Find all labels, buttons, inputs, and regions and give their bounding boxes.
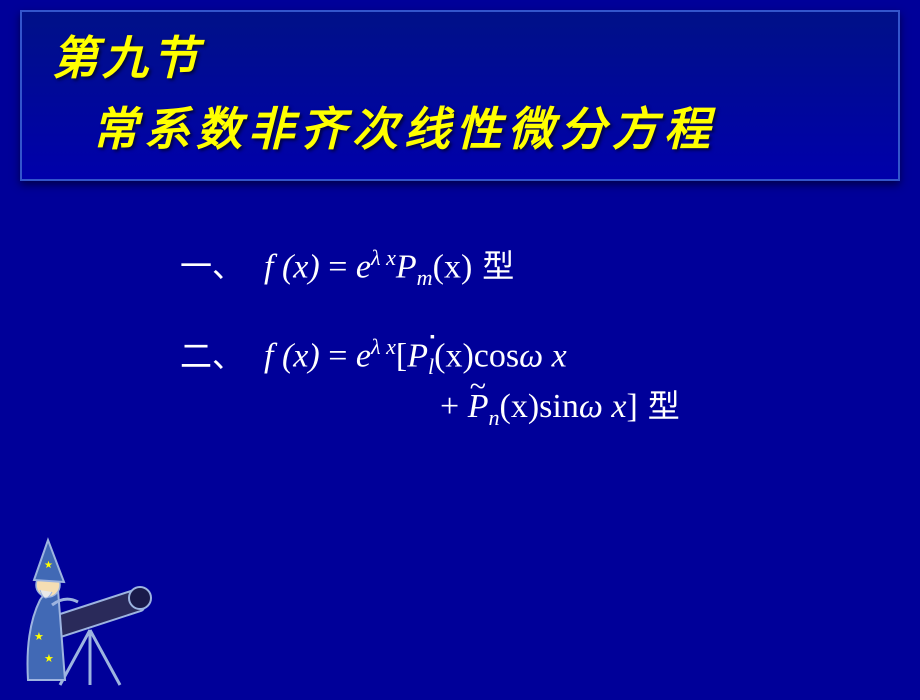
arg: (x) (433, 248, 473, 285)
pl: P (407, 338, 428, 375)
header-box: 第九节 常系数非齐次线性微分方程 (20, 10, 900, 181)
omegax2: ω x (579, 388, 627, 425)
exp2: λ x (371, 334, 396, 359)
e: e (356, 248, 371, 285)
section-title: 常系数非齐次线性微分方程 (92, 93, 868, 159)
section-number: 第九节 (52, 22, 868, 88)
eq: = (320, 248, 356, 285)
item-two-formula-line2: + Pn(x)sinω x] (440, 388, 638, 431)
wizard-icon: ★ ★ ★ (10, 490, 190, 690)
psub: m (417, 265, 433, 290)
item-two-formula-line1: f (x) = eλ x[Pl(x)cosω x (264, 334, 567, 380)
item-two-row: 二、 f (x) = eλ x[Pl(x)cosω x (180, 331, 920, 381)
ptilde: P (468, 388, 489, 426)
plus: + (440, 388, 468, 425)
svg-text:★: ★ (34, 631, 44, 643)
lbr: [ (396, 338, 407, 375)
arg-n: (x) (500, 388, 540, 425)
item-two-row-cont: + Pn(x)sinω x] 型 (440, 381, 920, 431)
center-dot: ▪ (430, 330, 435, 346)
item-one-type: 型 (482, 241, 514, 287)
svg-text:★: ★ (44, 560, 53, 571)
eq2: = (320, 338, 356, 375)
item-two-type: 型 (648, 381, 680, 427)
omegax1: ω x (519, 338, 567, 375)
svg-text:★: ★ (44, 653, 54, 665)
p: P (396, 248, 417, 285)
rbr: ] (626, 388, 637, 425)
fx2: f (x) (264, 338, 320, 375)
exp: λ x (371, 245, 396, 270)
item-one-formula: f (x) = eλ xPm(x) (264, 245, 472, 291)
e2: e (356, 338, 371, 375)
fx: f (x) (264, 248, 320, 285)
content-area: 一、 f (x) = eλ xPm(x) 型 二、 f (x) = eλ x[P… (0, 241, 920, 430)
item-one-marker: 一、 (180, 241, 244, 287)
sin: sin (539, 388, 579, 425)
pnsub: n (488, 404, 499, 429)
item-one-row: 一、 f (x) = eλ xPm(x) 型 (180, 241, 920, 291)
item-two-marker: 二、 (180, 331, 244, 377)
arg-l: (x) (434, 338, 474, 375)
